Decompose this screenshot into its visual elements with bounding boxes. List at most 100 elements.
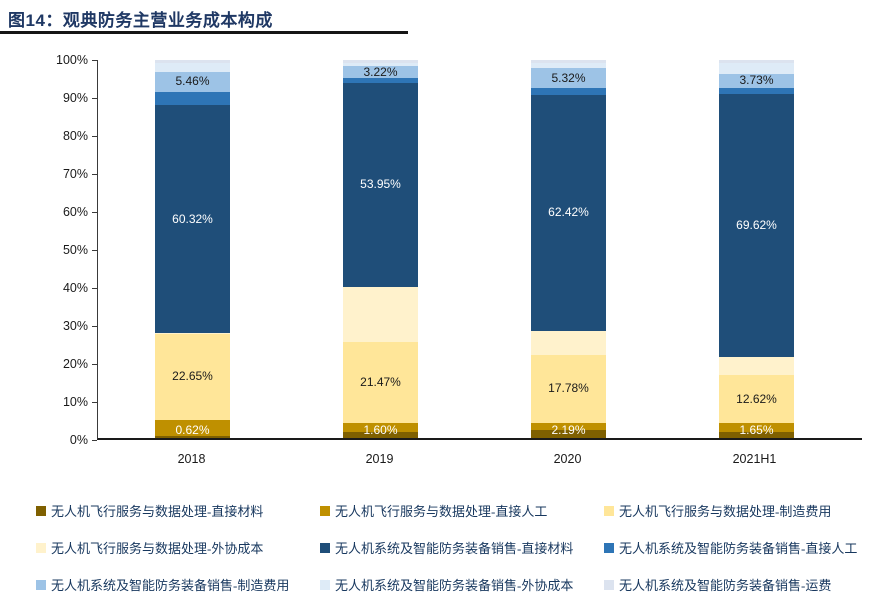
y-tick-mark	[92, 250, 97, 251]
legend-label: 无人机系统及智能防务装备销售-运费	[619, 578, 832, 592]
y-tick-mark	[92, 136, 97, 137]
bar-segment: 21.47%	[343, 341, 418, 423]
data-label: 5.32%	[551, 70, 586, 85]
bar-segment	[343, 60, 418, 64]
bar-segment	[719, 63, 794, 74]
bar-segment	[155, 333, 230, 335]
data-label: 21.47%	[360, 374, 401, 389]
legend-item: 无人机系统及智能防务装备销售-运费	[604, 575, 888, 592]
bar-segment	[343, 63, 418, 67]
data-label: 5.46%	[175, 74, 210, 89]
x-tick-label: 2019	[365, 452, 394, 466]
y-tick-label: 30%	[62, 319, 88, 333]
legend-item: 无人机飞行服务与数据处理-直接材料	[36, 501, 320, 520]
legend-label: 无人机飞行服务与数据处理-直接材料	[51, 504, 264, 519]
data-label: 12.62%	[736, 391, 777, 406]
y-tick-label: 40%	[62, 281, 88, 295]
y-tick-mark	[92, 212, 97, 213]
bar-segment	[343, 422, 418, 432]
legend-label: 无人机系统及智能防务装备销售-直接材料	[335, 541, 574, 556]
legend-swatch	[36, 505, 46, 516]
data-label: 2.19%	[551, 423, 586, 437]
y-tick-label: 70%	[62, 167, 88, 181]
legend-label: 无人机系统及智能防务装备销售-外协成本	[335, 578, 574, 592]
y-tick-mark	[92, 402, 97, 403]
data-label: 1.60%	[363, 423, 398, 437]
y-tick-mark	[92, 440, 97, 441]
legend-label: 无人机飞行服务与数据处理-制造费用	[619, 504, 832, 519]
stacked-bar-2020: 2.19% 17.78% 62.42% 5.32%	[531, 60, 606, 438]
legend-swatch	[320, 579, 330, 590]
y-tick-label: 100%	[56, 53, 88, 67]
bar-segment: 3.73%	[719, 73, 794, 89]
data-label: 3.73%	[739, 73, 774, 88]
bar-segment	[719, 357, 794, 376]
data-label: 0.62%	[175, 423, 210, 437]
legend-item: 无人机飞行服务与数据处理-外协成本	[36, 538, 320, 557]
x-tick-label: 2018	[177, 452, 206, 466]
bar-segment	[155, 63, 230, 72]
legend-item: 无人机系统及智能防务装备销售-直接人工	[604, 538, 888, 557]
y-tick-label: 50%	[62, 243, 88, 257]
bar-segment	[719, 88, 794, 95]
bar-segment: 2.19%	[531, 424, 606, 438]
x-tick-label: 2021H1	[732, 452, 777, 466]
data-label: 1.65%	[739, 423, 774, 437]
data-label: 69.62%	[736, 218, 777, 233]
bar-segment	[531, 330, 606, 356]
data-label: 53.95%	[360, 177, 401, 192]
data-label: 22.65%	[172, 369, 213, 384]
legend-label: 无人机飞行服务与数据处理-外协成本	[51, 541, 264, 556]
bar-segment	[155, 419, 230, 436]
bar-segment	[719, 423, 794, 432]
y-tick-mark	[92, 364, 97, 365]
bar-segment: 3.22%	[343, 64, 418, 79]
legend-label: 无人机飞行服务与数据处理-直接人工	[335, 504, 548, 519]
bar-segment	[155, 92, 230, 106]
bar-segment	[531, 88, 606, 95]
legend-item: 无人机飞行服务与数据处理-直接人工	[320, 501, 604, 520]
y-tick-label: 90%	[62, 91, 88, 105]
bar-segment: 62.42%	[531, 94, 606, 331]
data-label: 17.78%	[548, 381, 589, 396]
legend-swatch	[604, 505, 614, 516]
legend-item: 无人机系统及智能防务装备销售-外协成本	[320, 575, 604, 592]
stacked-bar-2021H1: 1.65% 12.62% 69.62% 3.73%	[719, 60, 794, 438]
bar-segment	[531, 60, 606, 64]
bar-segment: 17.78%	[531, 355, 606, 423]
bar-segment: 0.62%	[155, 424, 230, 438]
data-label: 60.32%	[172, 211, 213, 226]
data-label: 3.22%	[363, 64, 398, 79]
plot-area: 0.62% 22.65% 60.32% 5.46% 1.60% 21.47% 53.95% 3…	[97, 60, 862, 440]
legend-swatch	[604, 542, 614, 553]
y-tick-label: 60%	[62, 205, 88, 219]
legend-label: 无人机系统及智能防务装备销售-制造费用	[51, 578, 290, 592]
legend-swatch	[320, 542, 330, 553]
y-tick-mark	[92, 288, 97, 289]
data-label: 62.42%	[548, 205, 589, 220]
legend-item: 无人机飞行服务与数据处理-制造费用	[604, 501, 888, 520]
legend-label: 无人机系统及智能防务装备销售-直接人工	[619, 541, 858, 556]
bar-segment: 5.46%	[155, 71, 230, 93]
legend-swatch	[320, 505, 330, 516]
y-tick-mark	[92, 326, 97, 327]
bar-segment: 1.60%	[343, 424, 418, 438]
bar-segment	[719, 60, 794, 64]
bar-segment	[531, 63, 606, 68]
bar-segment: 60.32%	[155, 105, 230, 334]
bar-segment: 12.62%	[719, 375, 794, 424]
bar-segment: 22.65%	[155, 334, 230, 420]
bar-segment	[343, 78, 418, 84]
legend-item: 无人机系统及智能防务装备销售-直接材料	[320, 538, 604, 557]
bar-segment	[531, 422, 606, 430]
legend-swatch	[36, 579, 46, 590]
y-tick-label: 20%	[62, 357, 88, 371]
y-tick-label: 10%	[62, 395, 88, 409]
y-tick-mark	[92, 174, 97, 175]
chart-legend: 无人机飞行服务与数据处理-直接材料 无人机飞行服务与数据处理-直接人工 无人机飞行服…	[36, 501, 888, 592]
bar-segment: 5.32%	[531, 67, 606, 89]
y-tick-label: 80%	[62, 129, 88, 143]
bar-segment: 53.95%	[343, 83, 418, 287]
bar-segment: 1.65%	[719, 424, 794, 438]
